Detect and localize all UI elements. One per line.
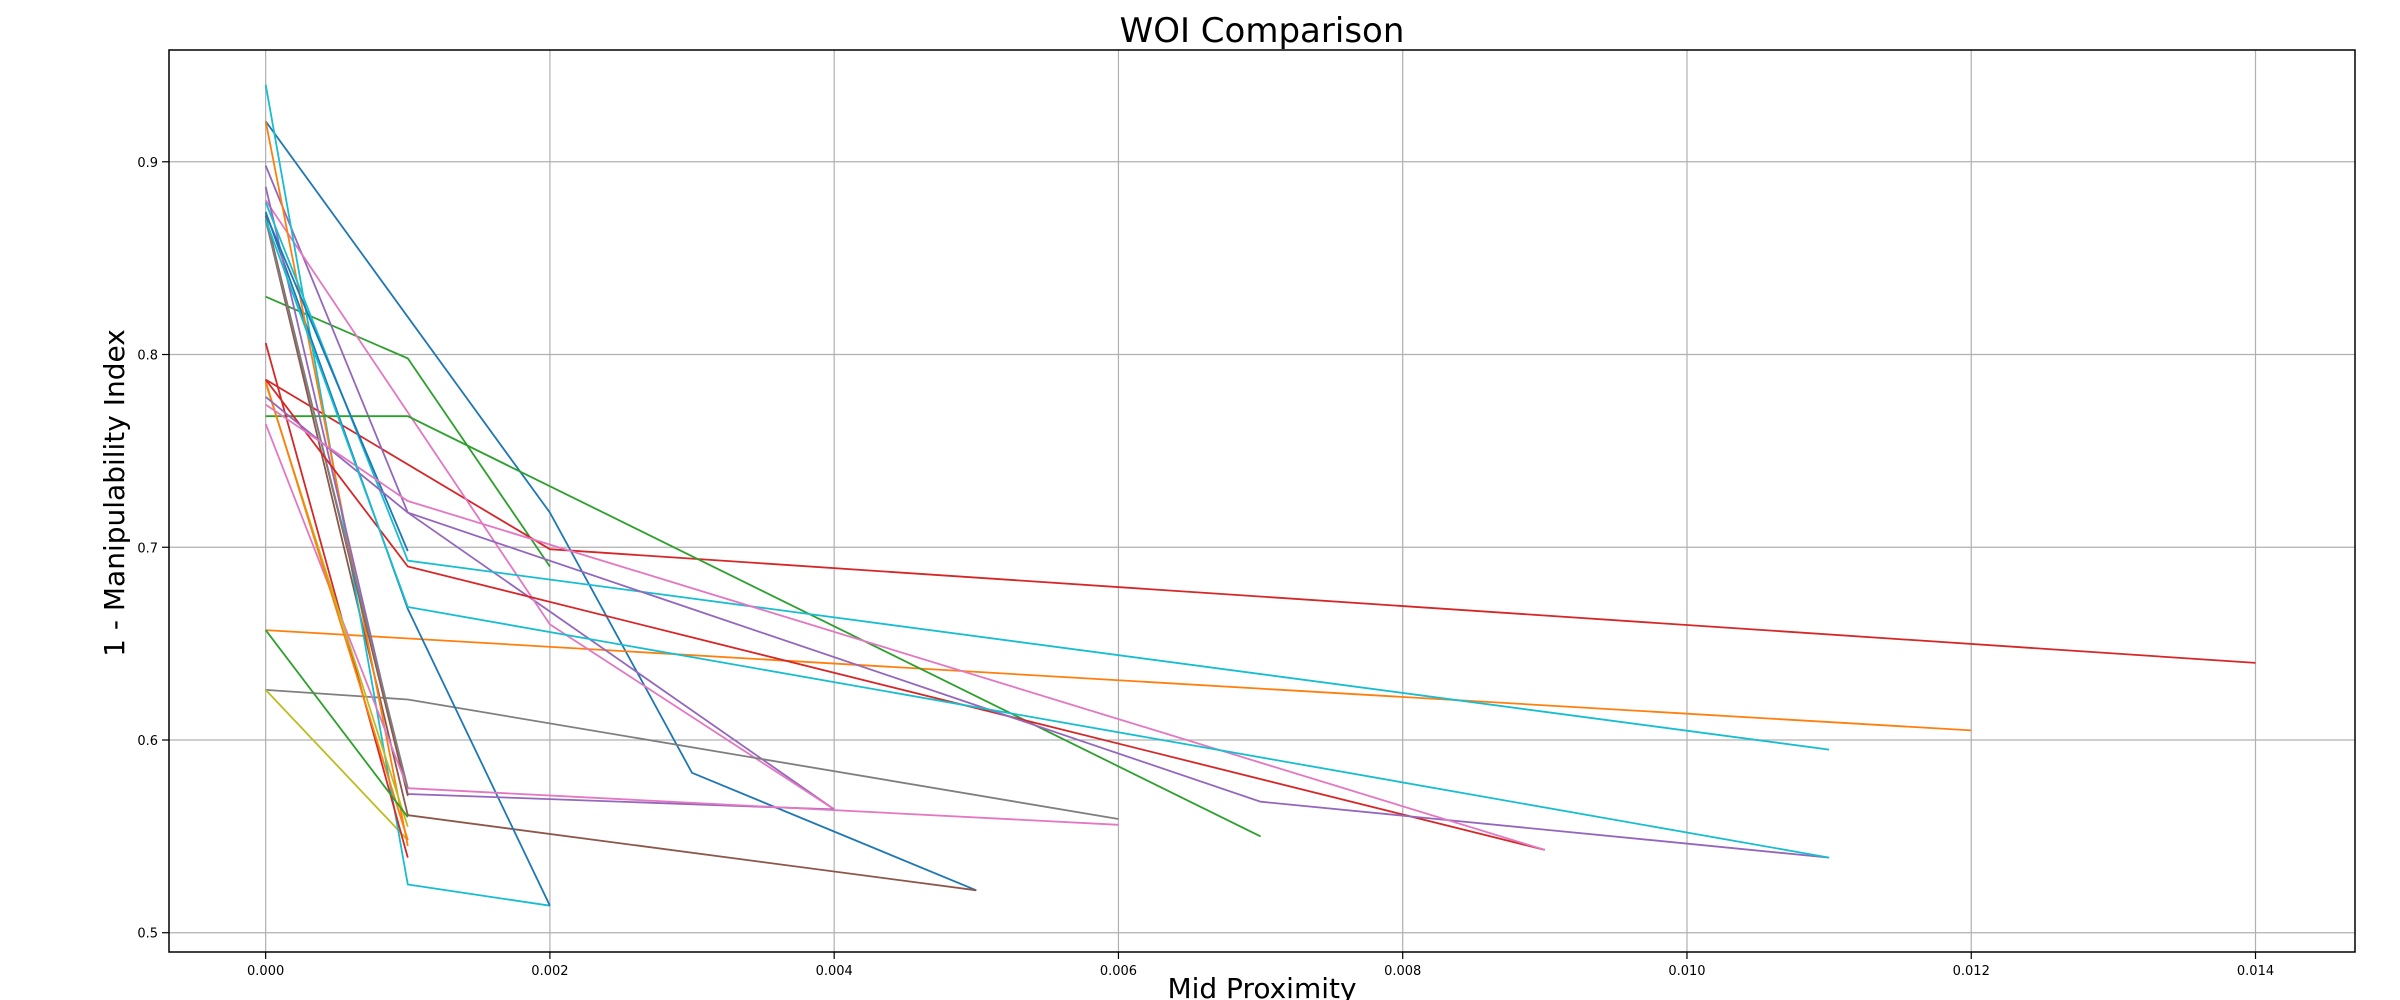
series-line-4 [265, 378, 2256, 664]
y-tick-label: 0.8 [137, 349, 158, 364]
series-line-22 [264, 381, 409, 841]
x-tick-label: 0.006 [1100, 964, 1137, 979]
x-tick-label: 0.014 [2237, 964, 2274, 979]
series-line-18 [264, 219, 409, 789]
x-tick-label: 0.000 [247, 964, 284, 979]
series-line-17 [264, 423, 1119, 826]
series-line-25 [265, 396, 1830, 859]
x-axis-label: Mid Proximity [1167, 972, 1356, 1000]
series-line-2 [265, 629, 1972, 732]
series-line-23 [264, 629, 409, 818]
series-line-14 [264, 342, 409, 858]
x-axis-ticks: 0.000 0.002 0.004 0.006 0.008 0.010 0.012 0.014 [247, 952, 2274, 979]
series-line-6 [264, 219, 977, 892]
series-line-1 [264, 120, 977, 892]
series-line-11 [264, 211, 551, 907]
x-tick-label: 0.010 [1668, 964, 1705, 979]
x-tick-label: 0.004 [816, 964, 853, 979]
series-line-3 [265, 295, 551, 568]
y-tick-label: 0.9 [137, 156, 158, 171]
plot-frame [168, 49, 2356, 953]
series-lines [264, 84, 2256, 907]
y-tick-label: 0.5 [137, 927, 158, 942]
series-line-9 [265, 689, 409, 841]
y-tick-label: 0.6 [137, 734, 158, 749]
series-line-27 [264, 219, 1830, 859]
series-line-20 [264, 201, 1830, 751]
chart-title: WOI Comparison [1120, 11, 1405, 51]
y-axis-label: 1 - Manipulability Index [98, 329, 131, 657]
series-line-13 [265, 415, 1261, 838]
series-line-7 [264, 199, 835, 811]
series-line-26 [265, 403, 1546, 851]
x-tick-label: 0.012 [1953, 964, 1990, 979]
x-tick-label: 0.008 [1384, 964, 1421, 979]
series-line-12 [264, 121, 409, 847]
series-line-21 [264, 213, 409, 552]
y-axis-ticks: 0.5 0.6 0.7 0.8 0.9 [137, 156, 169, 942]
x-tick-label: 0.002 [531, 964, 568, 979]
grid [169, 50, 2355, 952]
y-tick-label: 0.7 [137, 541, 158, 556]
series-line-24 [264, 379, 1546, 851]
